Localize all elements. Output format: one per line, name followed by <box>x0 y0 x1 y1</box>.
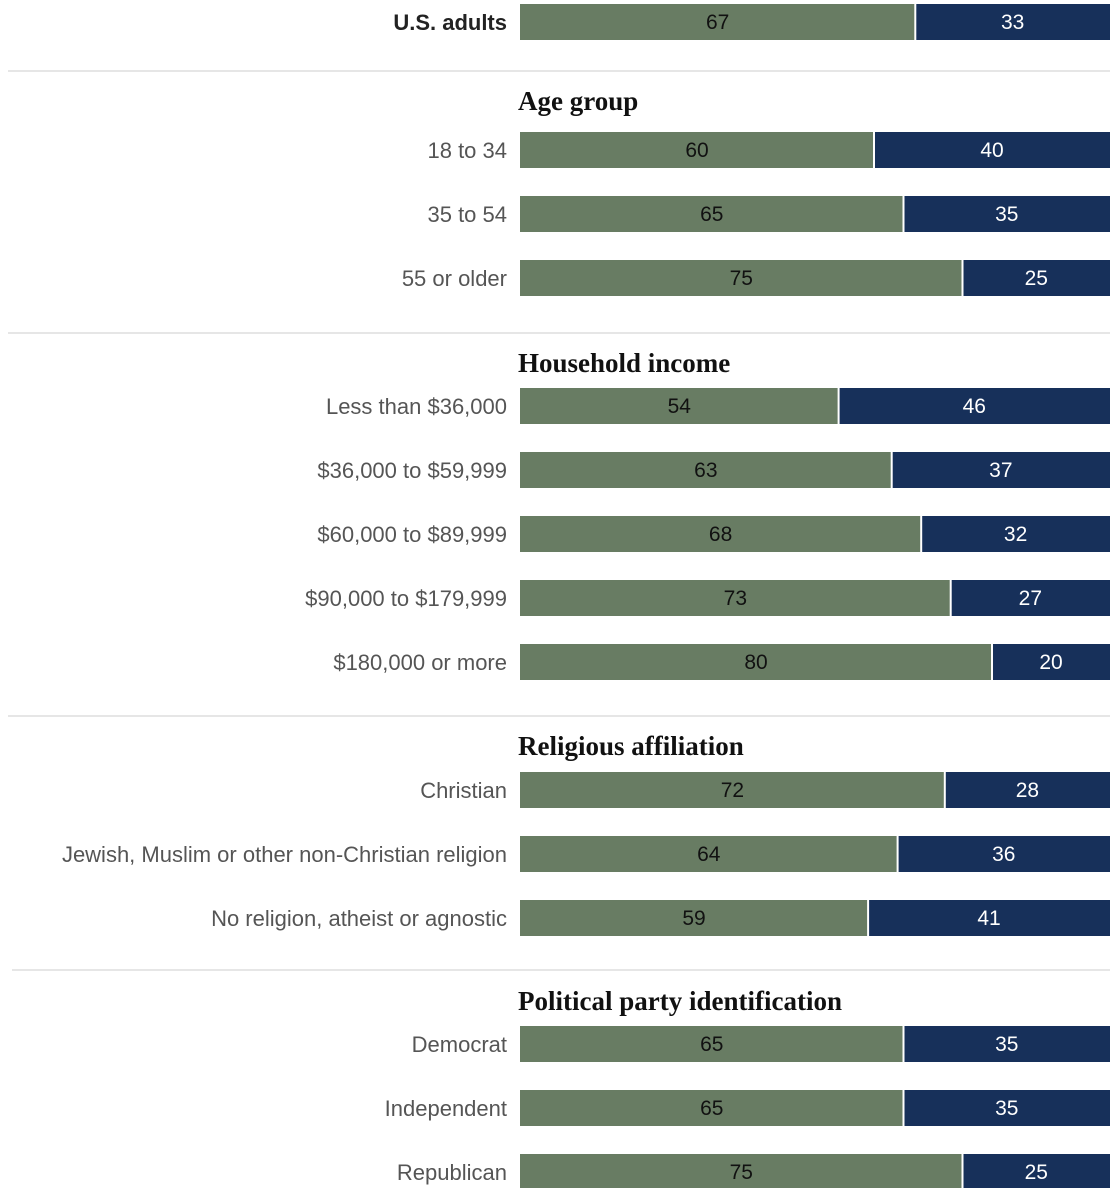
category-label: 55 or older <box>402 266 507 291</box>
category-label: U.S. adults <box>393 10 507 35</box>
bar-segment-second <box>891 452 1110 488</box>
bar-segment-first <box>520 388 839 424</box>
bar-segment-second <box>897 836 1110 872</box>
bar-segment-first <box>520 260 963 296</box>
bar-segment-second <box>874 132 1110 168</box>
value-label-first: 65 <box>700 1097 723 1120</box>
value-label-first: 72 <box>721 779 744 802</box>
bar-segment-second <box>903 196 1110 232</box>
bar-segment-first <box>520 772 945 808</box>
value-label-second: 36 <box>992 843 1015 866</box>
category-label: Jewish, Muslim or other non-Christian re… <box>62 842 507 867</box>
bar-segment-second <box>962 260 1110 296</box>
category-label: 18 to 34 <box>427 138 507 163</box>
value-label-second: 32 <box>1004 523 1027 546</box>
group-title: Political party identification <box>518 986 842 1016</box>
value-label-first: 65 <box>700 203 723 226</box>
value-label-second: 20 <box>1039 651 1062 674</box>
category-label: $36,000 to $59,999 <box>317 458 507 483</box>
value-label-first: 54 <box>668 395 692 418</box>
bar-segment-second <box>962 1154 1110 1188</box>
value-label-first: 64 <box>697 843 721 866</box>
value-label-second: 28 <box>1016 779 1039 802</box>
bar-segment-first <box>520 1026 904 1062</box>
value-label-second: 25 <box>1025 267 1048 290</box>
value-label-first: 68 <box>709 523 732 546</box>
value-label-second: 46 <box>963 395 986 418</box>
value-label-first: 60 <box>685 139 708 162</box>
value-label-second: 27 <box>1019 587 1042 610</box>
category-label: Independent <box>385 1096 507 1121</box>
value-label-second: 35 <box>995 1097 1018 1120</box>
bar-segment-first <box>520 4 916 40</box>
value-label-second: 41 <box>977 907 1000 930</box>
bar-segment-second <box>915 4 1110 40</box>
value-label-second: 35 <box>995 1033 1018 1056</box>
category-label: $90,000 to $179,999 <box>305 586 507 611</box>
category-label: Democrat <box>412 1032 507 1057</box>
category-label: No religion, atheist or agnostic <box>211 906 507 931</box>
bar-segment-first <box>520 580 951 616</box>
bar-segment-first <box>520 452 892 488</box>
bar-segment-second <box>903 1026 1110 1062</box>
category-label: $180,000 or more <box>333 650 507 675</box>
category-label: Less than $36,000 <box>326 394 507 419</box>
bar-segment-second <box>868 900 1110 936</box>
group-title: Religious affiliation <box>518 731 744 761</box>
value-label-second: 25 <box>1025 1161 1048 1184</box>
category-label: Christian <box>420 778 507 803</box>
value-label-second: 33 <box>1001 11 1024 34</box>
value-label-second: 37 <box>989 459 1012 482</box>
value-label-first: 80 <box>744 651 767 674</box>
category-label: $60,000 to $89,999 <box>317 522 507 547</box>
value-label-first: 73 <box>724 587 747 610</box>
value-label-second: 35 <box>995 203 1018 226</box>
value-label-first: 59 <box>682 907 705 930</box>
bar-segment-second <box>921 516 1110 552</box>
bar-segment-first <box>520 900 869 936</box>
bar-segment-first <box>520 196 904 232</box>
group-title: Household income <box>518 348 730 378</box>
bar-segment-first <box>520 132 874 168</box>
category-label: 35 to 54 <box>427 202 507 227</box>
bar-segment-second <box>992 644 1110 680</box>
bar-segment-first <box>520 1090 904 1126</box>
group-title: Age group <box>518 86 638 116</box>
value-label-first: 63 <box>694 459 717 482</box>
bar-segment-second <box>950 580 1110 616</box>
value-label-second: 40 <box>980 139 1003 162</box>
bar-segment-first <box>520 516 922 552</box>
value-label-first: 65 <box>700 1033 723 1056</box>
bar-segment-first <box>520 836 898 872</box>
value-label-first: 75 <box>730 267 753 290</box>
bar-segment-second <box>903 1090 1110 1126</box>
value-label-first: 67 <box>706 11 729 34</box>
category-label: Republican <box>397 1160 507 1185</box>
bar-segment-second <box>838 388 1110 424</box>
bar-segment-first <box>520 1154 963 1188</box>
bar-segment-first <box>520 644 992 680</box>
value-label-first: 75 <box>730 1161 753 1184</box>
bar-segment-second <box>944 772 1110 808</box>
